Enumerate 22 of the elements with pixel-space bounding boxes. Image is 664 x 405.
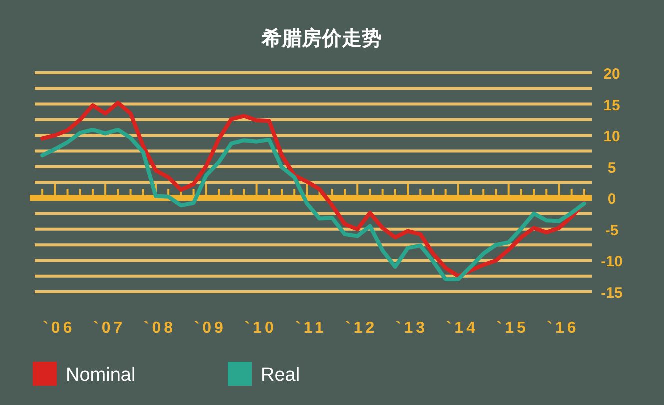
- y-tick-label: 20: [604, 66, 620, 83]
- x-tick-label: `10: [244, 320, 277, 337]
- x-tick-label: `15: [496, 320, 529, 337]
- x-tick-label: `13: [396, 320, 428, 337]
- y-tick-label: -15: [601, 285, 623, 302]
- x-tick-label: `08: [144, 320, 176, 337]
- x-tick-label: `06: [43, 320, 76, 337]
- legend-label: Nominal: [66, 365, 136, 386]
- x-tick-label: `14: [446, 320, 478, 337]
- x-tick-label: `11: [296, 320, 327, 337]
- y-tick-label: -5: [605, 222, 619, 240]
- x-tick-label: `12: [346, 320, 378, 337]
- y-tick-label: 10: [604, 128, 620, 146]
- chart-title: 希腊房价走势: [261, 27, 382, 50]
- y-tick-label: 5: [608, 160, 616, 177]
- x-tick-label: `09: [194, 320, 226, 337]
- x-tick-label: `16: [547, 320, 580, 337]
- x-tick-label: `07: [94, 320, 126, 337]
- legend-label: Real: [261, 365, 300, 386]
- y-tick-label: 15: [604, 97, 620, 114]
- y-tick-label: 0: [608, 191, 616, 208]
- y-tick-label: -10: [601, 254, 623, 271]
